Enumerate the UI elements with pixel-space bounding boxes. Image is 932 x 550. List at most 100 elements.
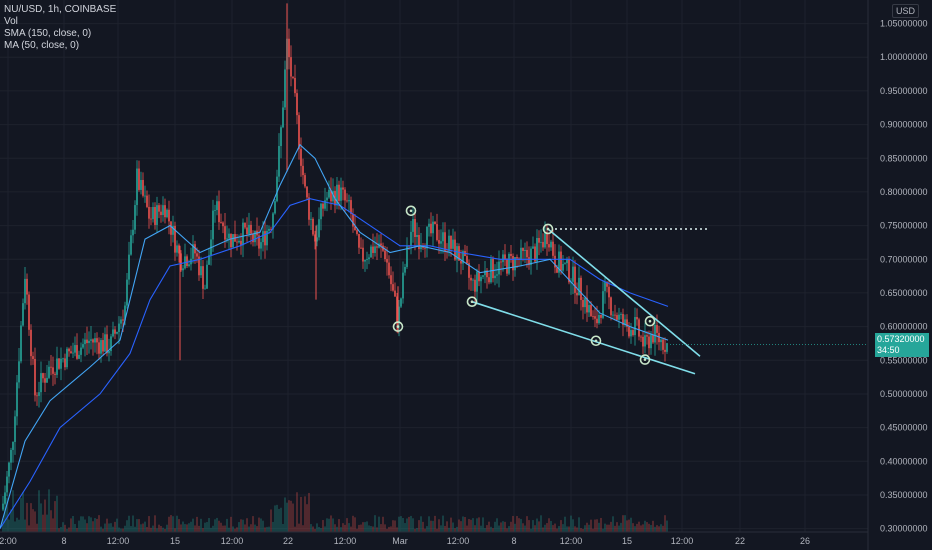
candle-body bbox=[514, 257, 516, 271]
ma-indicator-label[interactable]: MA (50, close, 0) bbox=[4, 40, 80, 51]
volume-bar bbox=[266, 526, 268, 532]
volume-bar bbox=[370, 526, 372, 532]
volume-bar bbox=[96, 518, 98, 532]
candle-body bbox=[152, 207, 154, 220]
volume-bar bbox=[554, 523, 556, 532]
candle-body bbox=[108, 351, 110, 354]
candle-body bbox=[588, 305, 590, 313]
candle-body bbox=[222, 222, 224, 227]
volume-bar bbox=[164, 528, 166, 532]
candle-body bbox=[122, 319, 124, 321]
volume-bar bbox=[76, 528, 78, 532]
candle-body bbox=[550, 241, 552, 248]
volume-bar bbox=[150, 527, 152, 532]
candle-body bbox=[150, 218, 152, 220]
volume-bar bbox=[224, 525, 226, 532]
volume-bar bbox=[56, 495, 58, 532]
volume-bar bbox=[608, 524, 610, 532]
candle-body bbox=[134, 205, 136, 230]
candle-body bbox=[462, 251, 464, 264]
volume-bar bbox=[446, 521, 448, 532]
volume-bar bbox=[242, 519, 244, 532]
candle-body bbox=[562, 263, 564, 271]
volume-bar bbox=[50, 510, 52, 532]
volume-bars bbox=[2, 489, 668, 532]
vol-indicator-label[interactable]: Vol bbox=[4, 16, 18, 27]
volume-bar bbox=[124, 525, 126, 532]
candle-body bbox=[364, 259, 366, 262]
volume-bar bbox=[114, 521, 116, 532]
candle-body bbox=[290, 57, 292, 77]
candle-body bbox=[246, 227, 248, 235]
volume-bar bbox=[478, 517, 480, 532]
candle-body bbox=[416, 234, 418, 237]
volume-bar bbox=[288, 500, 290, 532]
volume-bar bbox=[218, 520, 220, 532]
volume-bar bbox=[366, 521, 368, 532]
grid bbox=[0, 0, 868, 532]
candle-body bbox=[296, 93, 298, 116]
volume-bar bbox=[390, 526, 392, 532]
candle-body bbox=[188, 264, 190, 266]
volume-bar bbox=[52, 518, 54, 532]
volume-bar bbox=[92, 521, 94, 532]
volume-bar bbox=[270, 509, 272, 532]
volume-bar bbox=[22, 491, 24, 532]
time-axis[interactable]: 2:00 8 12:00 15 12:00 22 12:00 Mar 12:00 8 12:00 15… bbox=[0, 531, 868, 546]
volume-bar bbox=[418, 520, 420, 532]
x-tick-label: 12:00 bbox=[221, 536, 244, 546]
volume-bar bbox=[354, 517, 356, 532]
candle-body bbox=[310, 218, 312, 220]
y-tick-label: 0.70000000 bbox=[880, 254, 928, 264]
candle-body bbox=[242, 222, 244, 246]
volume-bar bbox=[450, 517, 452, 532]
volume-bar bbox=[44, 499, 46, 532]
volume-bar bbox=[126, 520, 128, 532]
volume-bar bbox=[194, 525, 196, 532]
candle-body bbox=[148, 206, 150, 219]
candle-body bbox=[414, 219, 416, 237]
volume-bar bbox=[616, 522, 618, 532]
volume-bar bbox=[278, 508, 280, 532]
volume-bar bbox=[10, 509, 12, 532]
candle-body bbox=[348, 200, 350, 202]
candle-body bbox=[650, 334, 652, 349]
volume-bar bbox=[510, 521, 512, 532]
volume-bar bbox=[388, 526, 390, 532]
candle-body bbox=[284, 69, 286, 108]
candle-body bbox=[402, 272, 404, 299]
candle-body bbox=[218, 201, 220, 223]
volume-bar bbox=[356, 528, 358, 532]
volume-bar bbox=[174, 528, 176, 532]
candle-body bbox=[202, 266, 204, 289]
volume-bar bbox=[536, 518, 538, 532]
volume-bar bbox=[302, 525, 304, 532]
volume-bar bbox=[260, 518, 262, 532]
currency-label[interactable]: USD bbox=[892, 4, 920, 18]
candle-body bbox=[208, 255, 210, 265]
x-tick-label: 15 bbox=[170, 536, 180, 546]
trendline-drawings[interactable] bbox=[392, 205, 869, 375]
candle-body bbox=[380, 243, 382, 246]
price-axis[interactable]: 1.05000000 1.00000000 0.95000000 0.90000000… bbox=[867, 0, 932, 550]
candle-body bbox=[434, 221, 436, 225]
candle-body bbox=[180, 253, 182, 271]
volume-bar bbox=[348, 523, 350, 532]
volume-bar bbox=[152, 525, 154, 532]
symbol-label[interactable]: NU/USD, 1h, COINBASE bbox=[4, 4, 117, 15]
volume-bar bbox=[344, 524, 346, 532]
volume-bar bbox=[252, 516, 254, 532]
candle-body bbox=[572, 266, 574, 282]
candle-body bbox=[324, 200, 326, 209]
sma-indicator-label[interactable]: SMA (150, close, 0) bbox=[4, 28, 92, 39]
volume-bar bbox=[342, 523, 344, 532]
volume-bar bbox=[664, 515, 666, 532]
volume-bar bbox=[532, 520, 534, 532]
candle-body bbox=[16, 382, 18, 417]
volume-bar bbox=[544, 524, 546, 532]
candle-body bbox=[282, 107, 284, 128]
volume-bar bbox=[604, 523, 606, 532]
volume-bar bbox=[562, 524, 564, 532]
candle-body bbox=[110, 336, 112, 352]
